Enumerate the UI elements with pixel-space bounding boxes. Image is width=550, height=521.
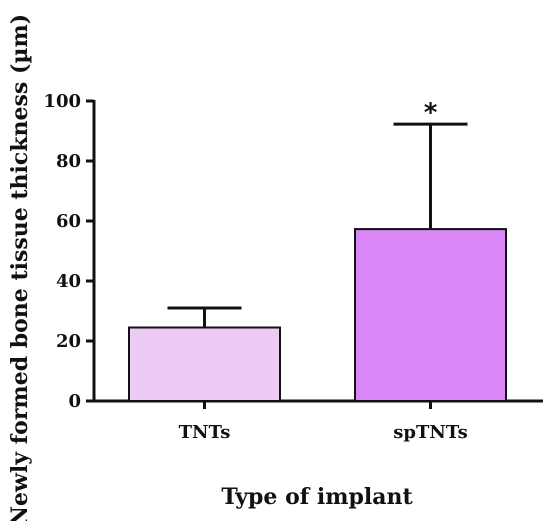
- bars-group: [128, 228, 507, 402]
- y-tick-label: 20: [56, 331, 81, 352]
- bar-tnts: [128, 326, 281, 402]
- x-tick-label: spTNTs: [393, 422, 467, 443]
- y-tick-label: 60: [56, 211, 81, 232]
- y-axis-title: Newly formed bone tissue thickness (µm): [7, 14, 33, 521]
- y-tick-label: 80: [56, 151, 81, 172]
- y-tick-label: 100: [43, 91, 81, 112]
- bar-sptnts: [354, 228, 507, 402]
- y-axis: 0 20 40 60 80 100: [43, 91, 96, 412]
- y-tick-label: 40: [56, 271, 81, 292]
- x-axis-title: Type of implant: [221, 484, 413, 510]
- annotations-group: *: [424, 98, 438, 128]
- x-tick-label: TNTs: [179, 422, 231, 443]
- significance-label: *: [424, 98, 438, 128]
- y-tick-label: 0: [68, 391, 81, 412]
- error-bars-group: [167, 122, 468, 328]
- x-axis: TNTs spTNTs: [93, 399, 543, 443]
